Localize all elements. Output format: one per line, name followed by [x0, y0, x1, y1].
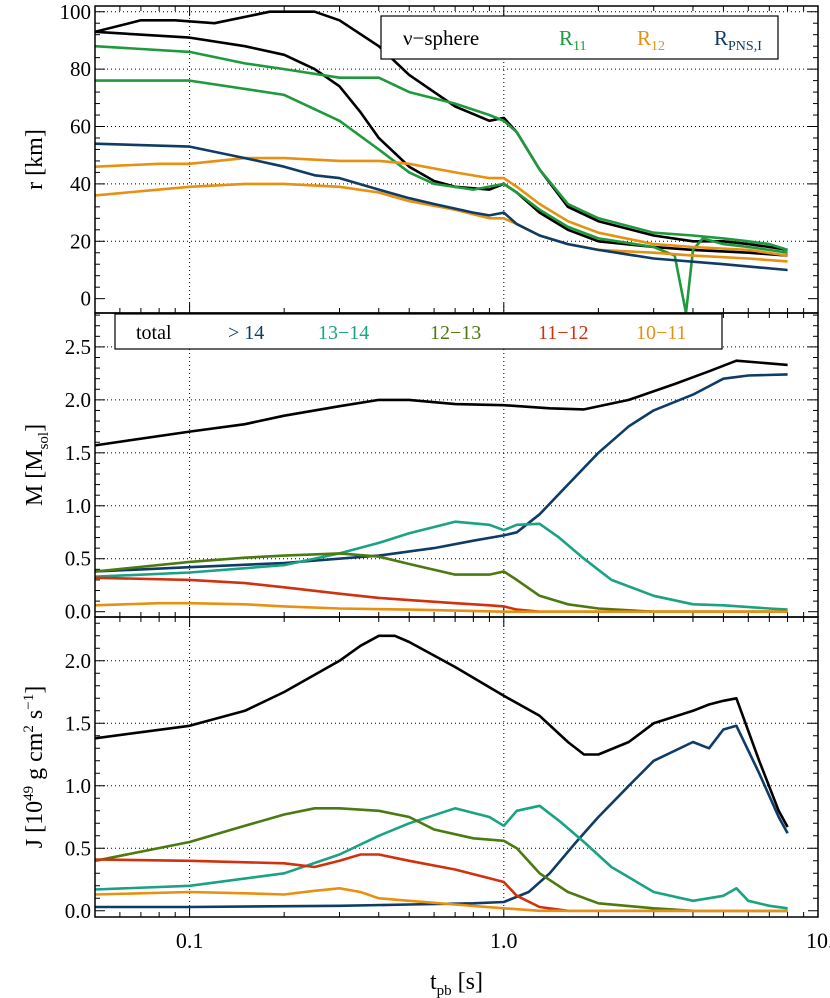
legend-entry-part: > 14 — [228, 322, 264, 344]
legend-entry: > 14 — [228, 322, 264, 344]
legend-entry-part: R — [714, 26, 728, 50]
legend-entry-part: ν−sphere — [403, 26, 479, 50]
series-line-mass-4 — [95, 576, 788, 613]
legend-entry-part: PNS,I — [728, 39, 762, 54]
y-tick-label: 0.0 — [65, 600, 91, 624]
y-tick-label: 1.0 — [65, 494, 91, 518]
legend-entry-part: 12−13 — [430, 322, 481, 344]
y-axis-label-part: g cm — [22, 732, 48, 786]
y-axis-label-part: s — [22, 710, 48, 725]
series-group — [95, 634, 789, 913]
legend-entry: R11 — [559, 26, 587, 54]
legend-entry-part: 13−14 — [318, 322, 369, 344]
y-tick-label: 2.0 — [65, 388, 91, 412]
legend-entry-part: 12 — [651, 39, 665, 54]
y-axis-label: r [km] — [22, 129, 48, 190]
y-tick-label: 80 — [70, 57, 91, 81]
legend-entry: total — [136, 322, 172, 344]
legend-entry: 13−14 — [318, 322, 369, 344]
series-line-mass-0 — [95, 359, 788, 447]
series-line-angular_momentum-2 — [95, 804, 788, 910]
series-group — [95, 359, 788, 613]
y-tick-label: 1.5 — [65, 441, 91, 465]
y-tick-label: 0.5 — [65, 547, 91, 571]
y-axis-label-part: ] — [22, 424, 48, 432]
series-line-mass-1 — [95, 373, 788, 573]
legend-entry: R12 — [637, 26, 665, 54]
series-line-radii-3 — [95, 79, 788, 313]
panel-mass: 0.0 0.5 1.0 1.5 2.0 2.5 M [Msol] total > 14 13−14… — [22, 312, 819, 624]
series-line-angular_momentum-0 — [95, 634, 789, 828]
legend-entry-part: R — [559, 26, 573, 50]
legend-entry-part: 11−12 — [538, 322, 589, 344]
y-axis-label-part: sol — [36, 432, 52, 450]
y-axis-label-part: M [M — [22, 449, 48, 506]
legend-box — [114, 313, 723, 350]
series-line-mass-5 — [95, 601, 788, 613]
y-axis-label: M [Msol] — [22, 424, 52, 506]
y-axis-label-part: ] — [22, 686, 48, 694]
series-line-angular_momentum-1 — [95, 724, 789, 909]
legend-entry: 11−12 — [538, 322, 589, 344]
panel-frame — [94, 616, 819, 918]
y-tick-label: 100 — [60, 0, 92, 24]
y-axis-label-part: r [km] — [22, 129, 48, 190]
x-axis-label-part: t — [430, 969, 437, 995]
legend: ν−sphere R11 R12 RPNS,I — [380, 15, 779, 60]
legend: total > 14 13−14 12−13 11−12 10−11 — [114, 313, 723, 350]
x-axis-label: tpb [s] — [430, 969, 483, 998]
legend-box — [380, 15, 779, 60]
series-line-radii-5 — [95, 182, 788, 263]
series-line-mass-3 — [95, 552, 788, 613]
y-tick-label: 20 — [70, 229, 91, 253]
x-tick-label: 0.1 — [176, 928, 204, 953]
series-group — [95, 10, 788, 313]
y-tick-label: 1.5 — [65, 711, 91, 735]
y-tick-label: 0.0 — [65, 899, 91, 923]
legend-entry-part: 11 — [573, 39, 586, 54]
series-line-radii-6 — [95, 142, 788, 272]
x-tick-label: 10.0 — [806, 928, 830, 953]
y-tick-label: 60 — [70, 115, 91, 139]
series-line-angular_momentum-3 — [95, 807, 788, 913]
y-tick-label: 0 — [81, 287, 92, 311]
legend-entry-part: 10−11 — [636, 322, 687, 344]
legend-entry-part: R — [637, 26, 651, 50]
y-axis-label-part: 2 — [21, 725, 37, 733]
series-line-angular_momentum-4 — [95, 853, 788, 913]
x-axis-label-part: pb — [437, 983, 452, 998]
y-tick-label: 2.5 — [65, 335, 91, 359]
panel-angular_momentum: 0.0 0.5 1.0 1.5 2.0 J [1049 g cm2 s−1] 0.1 1.0 1… — [21, 616, 830, 998]
y-tick-label: 40 — [70, 172, 91, 196]
series-line-angular_momentum-5 — [95, 887, 788, 913]
legend-entry: ν−sphere — [403, 26, 479, 50]
y-tick-label: 1.0 — [65, 774, 91, 798]
legend-entry-part: total — [136, 322, 172, 344]
y-axis-label-part: J [10 — [22, 801, 48, 848]
legend-entry: 12−13 — [430, 322, 481, 344]
x-axis-label-part: [s] — [452, 969, 483, 995]
x-tick-label: 1.0 — [490, 928, 518, 953]
y-tick-label: 0.5 — [65, 836, 91, 860]
legend-entry: RPNS,I — [714, 26, 762, 54]
legend-entry: 10−11 — [636, 322, 687, 344]
y-axis-label-part: −1 — [21, 694, 37, 710]
y-axis-label: J [1049 g cm2 s−1] — [21, 686, 48, 848]
series-line-radii-2 — [95, 44, 788, 252]
series-line-radii-1 — [95, 30, 788, 257]
series-line-radii-0 — [95, 10, 788, 252]
y-tick-label: 2.0 — [65, 649, 91, 673]
y-axis-label-part: 49 — [21, 786, 37, 801]
